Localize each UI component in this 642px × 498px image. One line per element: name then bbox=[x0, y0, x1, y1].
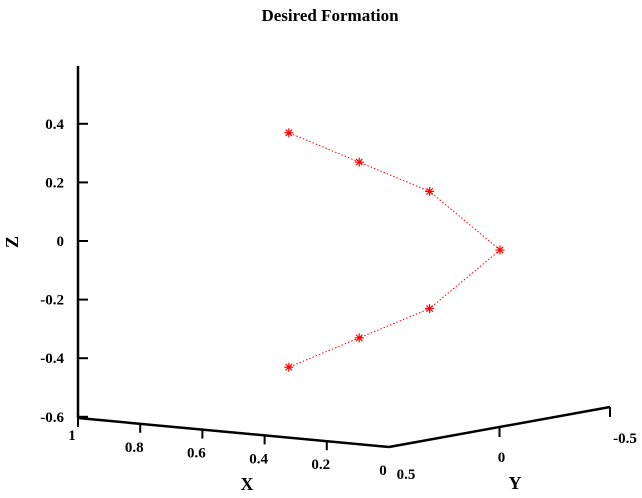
lower-arm-line bbox=[288, 249, 501, 368]
z-tick-label: 0.2 bbox=[45, 175, 64, 191]
data-point-marker bbox=[284, 362, 294, 372]
data-point-marker bbox=[495, 245, 505, 255]
x-tick-label: 0.6 bbox=[187, 446, 206, 462]
y-tick-label: 0.5 bbox=[397, 467, 416, 483]
z-tick-label: 0 bbox=[57, 234, 65, 250]
chart-title: Desired Formation bbox=[261, 6, 399, 25]
y-axis-ticks: 0.5 0 -0.5 bbox=[397, 407, 637, 483]
z-tick-label: -0.4 bbox=[40, 351, 64, 367]
y-tick-label: 0 bbox=[498, 450, 506, 466]
formation-series-points bbox=[284, 128, 505, 372]
x-axis-title: X bbox=[241, 474, 254, 494]
data-point-marker bbox=[354, 333, 364, 343]
x-tick-label: 0 bbox=[379, 463, 387, 479]
z-tick-label: -0.2 bbox=[40, 293, 64, 309]
y-axis-title: Y bbox=[509, 473, 522, 493]
z-axis-ticks: 0.4 0.2 0 -0.2 -0.4 -0.6 bbox=[40, 117, 88, 426]
x-tick-label: 1 bbox=[68, 428, 76, 444]
data-point-marker bbox=[284, 128, 294, 138]
data-point-marker bbox=[425, 186, 435, 196]
z-tick-label: 0.4 bbox=[45, 117, 64, 133]
x-tick-label: 0.8 bbox=[125, 440, 144, 456]
data-point-marker bbox=[354, 157, 364, 167]
formation-series-line bbox=[288, 132, 501, 368]
z-tick-label: -0.6 bbox=[40, 410, 64, 426]
z-axis-title: Z bbox=[2, 236, 22, 248]
x-tick-label: 0.2 bbox=[311, 457, 330, 473]
x-axis-line bbox=[77, 416, 390, 449]
x-axis-ticks: 1 0.8 0.6 0.4 0.2 0 bbox=[68, 418, 387, 479]
data-point-marker bbox=[425, 304, 435, 314]
y-tick-label: -0.5 bbox=[613, 431, 637, 447]
x-tick-label: 0.4 bbox=[249, 451, 268, 467]
upper-arm-line bbox=[288, 132, 501, 251]
